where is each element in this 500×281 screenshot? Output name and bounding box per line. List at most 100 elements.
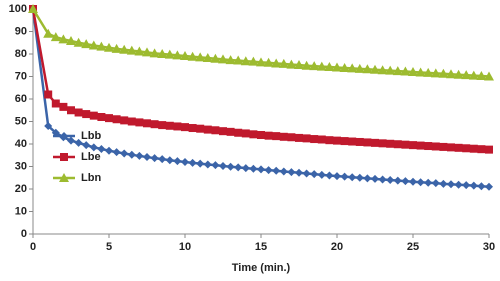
data-point (51, 99, 60, 108)
data-point (424, 178, 433, 187)
data-point (468, 70, 479, 80)
data-point (81, 39, 92, 49)
data-point (256, 57, 266, 67)
data-point (59, 102, 68, 111)
data-point (241, 164, 250, 173)
data-point (241, 129, 250, 138)
data-point (446, 69, 456, 79)
data-point (43, 28, 54, 38)
data-point (310, 135, 319, 144)
data-point (316, 61, 327, 71)
data-point (339, 62, 350, 72)
data-point (96, 41, 107, 51)
data-point (105, 114, 113, 123)
data-point (469, 144, 478, 153)
data-point (58, 34, 69, 44)
data-point (82, 141, 91, 150)
data-point (111, 43, 122, 53)
data-point (454, 143, 463, 152)
data-point (240, 56, 251, 66)
data-point (462, 181, 471, 190)
data-point (371, 138, 379, 147)
data-point (150, 120, 159, 129)
data-point (234, 128, 243, 137)
data-point (119, 44, 130, 54)
data-point (333, 172, 341, 181)
x-tick-label: 5 (106, 241, 112, 253)
x-tick-label: 10 (179, 241, 191, 253)
data-point (325, 171, 334, 180)
data-point (454, 180, 463, 189)
data-point (393, 140, 402, 149)
data-point (447, 143, 455, 152)
data-point (82, 110, 91, 119)
data-point (158, 155, 167, 164)
data-point (347, 63, 358, 73)
data-point (378, 175, 387, 184)
data-point (302, 134, 311, 143)
data-point (226, 162, 235, 171)
data-point (173, 157, 182, 166)
data-point (385, 65, 396, 75)
data-point (135, 151, 144, 160)
data-point (477, 145, 486, 154)
data-point (164, 49, 175, 59)
data-point (416, 141, 425, 150)
data-point (439, 142, 448, 151)
legend-marker (59, 173, 69, 182)
data-point (348, 137, 357, 146)
data-point (135, 118, 144, 127)
data-point (378, 139, 387, 148)
data-point (363, 174, 372, 183)
data-point (233, 55, 244, 65)
data-point (44, 122, 53, 130)
data-point (211, 126, 220, 135)
data-point (393, 176, 402, 185)
y-tick-label: 80 (15, 48, 27, 60)
data-point (165, 156, 174, 165)
data-point (325, 136, 334, 145)
data-point (286, 59, 297, 69)
data-point (287, 133, 296, 142)
data-point (438, 68, 449, 78)
data-point (447, 180, 455, 189)
data-point (89, 111, 98, 120)
data-point (120, 116, 129, 125)
data-point (386, 176, 395, 184)
data-point (370, 64, 380, 74)
data-point (423, 67, 434, 77)
x-tick-label: 25 (407, 241, 419, 253)
data-point (340, 172, 349, 181)
data-point (377, 65, 388, 75)
y-tick-label: 40 (15, 138, 27, 150)
data-point (424, 142, 433, 151)
data-point (249, 164, 258, 173)
y-tick-label: 100 (9, 3, 27, 15)
data-point (66, 35, 76, 45)
y-tick-label: 10 (15, 205, 27, 217)
data-point (415, 67, 426, 77)
x-tick-label: 0 (30, 241, 36, 253)
data-point (105, 146, 113, 155)
data-point (309, 61, 320, 71)
data-point (112, 115, 121, 124)
data-point (127, 117, 136, 126)
data-point (469, 181, 478, 190)
data-point (264, 131, 273, 140)
data-point (392, 66, 403, 76)
data-point (386, 139, 395, 148)
data-point (150, 154, 159, 163)
data-point (195, 52, 206, 62)
data-point (332, 62, 342, 72)
data-point (354, 63, 365, 73)
data-point (409, 141, 417, 150)
data-point (188, 158, 197, 167)
data-point (400, 66, 411, 76)
data-point (180, 51, 190, 61)
data-point (226, 127, 235, 136)
data-point (28, 4, 38, 13)
data-point (165, 121, 174, 130)
legend-marker (60, 153, 68, 161)
data-point (272, 166, 281, 175)
data-point (408, 67, 418, 76)
